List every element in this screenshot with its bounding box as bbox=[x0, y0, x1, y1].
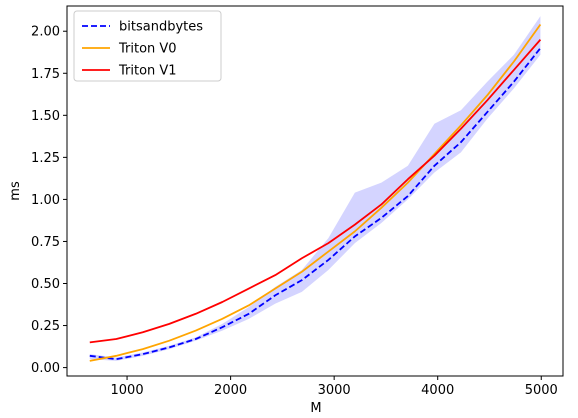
data-point-1-14 bbox=[460, 125, 462, 127]
data-point-0-3 bbox=[168, 347, 170, 349]
data-point-0-1 bbox=[115, 358, 117, 360]
y-tick-label-6: 1.50 bbox=[31, 109, 60, 124]
legend-label-1: Triton V0 bbox=[118, 42, 177, 57]
y-tick-label-8: 2.00 bbox=[31, 25, 60, 40]
data-point-0-9 bbox=[327, 259, 329, 261]
x-axis-label: M bbox=[310, 401, 321, 416]
data-point-2-15 bbox=[487, 99, 489, 101]
y-tick-label-5: 1.25 bbox=[31, 151, 60, 166]
data-point-1-11 bbox=[380, 207, 382, 209]
data-point-2-8 bbox=[301, 257, 303, 259]
plot-frame bbox=[66, 5, 564, 377]
data-point-1-4 bbox=[195, 330, 197, 332]
data-point-1-9 bbox=[327, 251, 329, 253]
x-tick-label-4: 5000 bbox=[525, 383, 558, 398]
data-point-1-12 bbox=[407, 182, 409, 184]
data-point-0-16 bbox=[513, 81, 515, 83]
data-point-0-4 bbox=[195, 338, 197, 340]
data-point-2-10 bbox=[354, 224, 356, 226]
data-point-2-13 bbox=[433, 155, 435, 157]
y-tick-label-0: 0.00 bbox=[31, 361, 60, 376]
legend: bitsandbytes Triton V0 Triton V1 bbox=[73, 10, 222, 82]
data-point-0-12 bbox=[407, 195, 409, 197]
data-point-1-5 bbox=[221, 318, 223, 320]
data-point-2-11 bbox=[380, 204, 382, 206]
data-point-0-15 bbox=[487, 111, 489, 113]
y-tick-label-4: 1.00 bbox=[31, 193, 60, 208]
data-point-0-10 bbox=[354, 236, 356, 238]
data-point-0-13 bbox=[433, 165, 435, 167]
data-point-1-17 bbox=[540, 24, 542, 26]
series-line-0 bbox=[89, 47, 542, 361]
y-tick-label-7: 1.75 bbox=[31, 67, 60, 82]
data-point-1-10 bbox=[354, 230, 356, 232]
x-tick-label-3: 4000 bbox=[421, 383, 454, 398]
data-point-2-9 bbox=[327, 242, 329, 244]
data-point-2-17 bbox=[540, 39, 542, 41]
data-point-0-14 bbox=[460, 141, 462, 143]
x-tick-label-0: 1000 bbox=[111, 383, 144, 398]
y-axis-label: ms bbox=[8, 181, 23, 201]
data-point-0-7 bbox=[274, 294, 276, 296]
data-point-2-5 bbox=[221, 301, 223, 303]
data-point-0-5 bbox=[221, 326, 223, 328]
y-tick-label-3: 0.75 bbox=[31, 235, 60, 250]
data-point-1-2 bbox=[142, 348, 144, 350]
x-tick-label-1: 2000 bbox=[214, 383, 247, 398]
data-point-2-16 bbox=[513, 69, 515, 71]
data-point-2-3 bbox=[168, 323, 170, 325]
data-point-2-7 bbox=[274, 274, 276, 276]
data-point-0-17 bbox=[540, 47, 542, 49]
legend-label-0: bitsandbytes bbox=[119, 20, 203, 35]
axes: 1000 2000 3000 4000 5000 0.00 0.25 0.50 0.75 1.00… bbox=[31, 5, 564, 398]
data-point-2-12 bbox=[407, 178, 409, 180]
legend-label-2: Triton V1 bbox=[118, 64, 177, 79]
data-point-2-2 bbox=[142, 331, 144, 333]
data-point-0-0 bbox=[89, 355, 91, 357]
y-tick-label-1: 0.25 bbox=[31, 319, 60, 334]
x-tick-label-2: 3000 bbox=[318, 383, 351, 398]
data-point-0-2 bbox=[142, 353, 144, 355]
data-point-1-6 bbox=[248, 304, 250, 306]
series-lines bbox=[89, 23, 542, 362]
data-point-0-8 bbox=[301, 279, 303, 281]
series-line-2 bbox=[89, 39, 542, 344]
data-point-1-15 bbox=[487, 94, 489, 96]
data-point-1-0 bbox=[89, 360, 91, 362]
data-point-1-3 bbox=[168, 340, 170, 342]
y-tick-label-2: 0.50 bbox=[31, 277, 60, 292]
data-point-2-1 bbox=[115, 338, 117, 340]
data-point-2-0 bbox=[89, 341, 91, 343]
legend-box bbox=[73, 10, 222, 82]
data-point-2-14 bbox=[460, 128, 462, 130]
series-line-1 bbox=[89, 23, 542, 362]
data-point-1-1 bbox=[115, 355, 117, 357]
data-point-1-8 bbox=[301, 271, 303, 273]
data-point-1-7 bbox=[274, 288, 276, 290]
data-point-0-6 bbox=[248, 313, 250, 315]
data-point-0-11 bbox=[380, 217, 382, 219]
data-point-2-6 bbox=[248, 288, 250, 290]
data-point-1-16 bbox=[513, 61, 515, 63]
data-point-2-4 bbox=[195, 313, 197, 315]
